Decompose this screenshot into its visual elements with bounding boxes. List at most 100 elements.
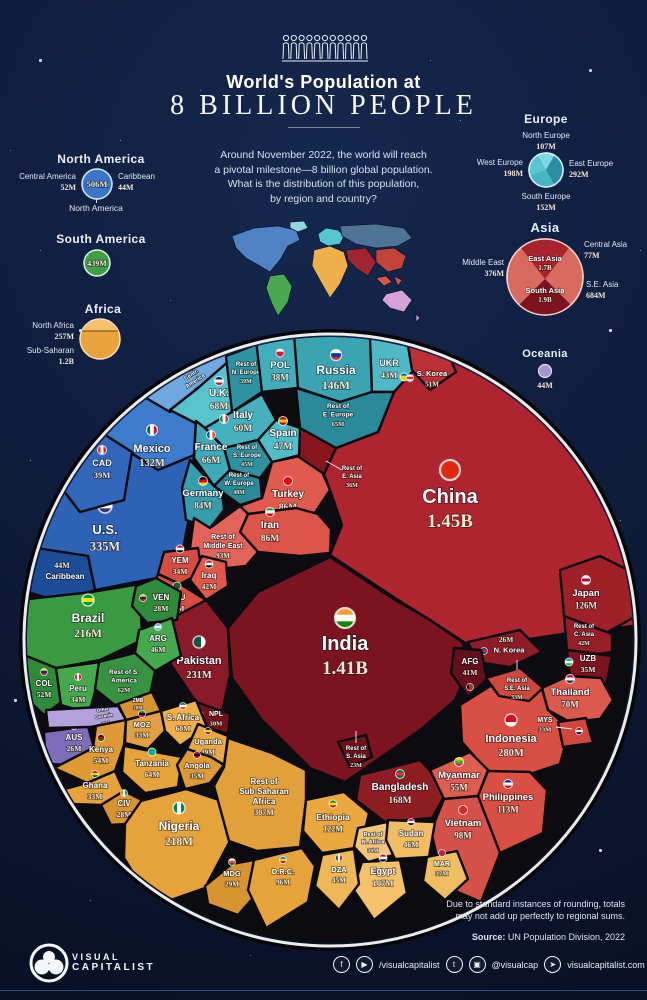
cell-value: 28M: [117, 810, 132, 819]
cell-label: Angola: [184, 761, 210, 770]
flag-icon: [219, 414, 229, 424]
legend-label: Sub-Saharan: [26, 346, 74, 355]
flag-icon: [407, 818, 415, 826]
flag-icon: [275, 348, 285, 358]
legend-label: South Europe: [521, 192, 571, 201]
cell-label: N. Europe: [232, 370, 261, 376]
cell-label: Philippines: [483, 792, 534, 803]
cell-rest_e_europe: Rest of E. Europe 65M: [294, 386, 396, 450]
cell-peru: Peru 34M: [54, 660, 102, 715]
flag-icon: [198, 476, 208, 486]
social-handle[interactable]: /visualcapitalist: [379, 959, 440, 970]
flag-icon: [145, 423, 159, 437]
cell-label: E. Asia: [342, 474, 362, 480]
cell-label: Uganda: [194, 737, 222, 746]
cell-value: 86M: [261, 534, 280, 544]
rounding-note: may not add up perfectly to regional sum…: [455, 911, 625, 921]
cell-value: 65M: [332, 421, 345, 428]
cell-label: Rest of: [250, 777, 277, 786]
cell-uganda: Uganda 49M: [185, 722, 230, 767]
cell-value: 107M: [373, 878, 394, 888]
cell-nigeria: Nigeria 218M: [122, 787, 232, 908]
cell-label: Iraq: [202, 571, 217, 580]
cell-value: 46M: [404, 840, 419, 849]
flag-icon: [40, 668, 48, 676]
flag-icon: [81, 593, 95, 607]
flag-icon: [438, 458, 462, 482]
cell-value: 113M: [497, 804, 519, 814]
cell-value: 122M: [323, 824, 343, 833]
cell-label: Turkey: [272, 489, 304, 500]
flag-icon: [147, 747, 157, 757]
cell-value: 60M: [176, 724, 191, 733]
cell-value: 42M: [578, 641, 590, 647]
cell-iraq: Iraq 42M: [188, 554, 230, 602]
cell-value: 34M: [71, 695, 86, 704]
instagram-icon[interactable]: ▣: [468, 956, 486, 973]
cell-label: AUS: [66, 733, 84, 742]
website-link[interactable]: visualcapitalist.com: [567, 959, 645, 970]
cell-value: 26M: [499, 635, 514, 644]
cell-value: 307M: [254, 808, 274, 817]
cell-label: Kenya: [89, 745, 114, 754]
cell-value: 70M: [561, 699, 579, 709]
cell-label: Ghana: [83, 781, 108, 790]
legend-label: Central America: [19, 172, 76, 181]
cell-label: Russia: [316, 363, 356, 377]
cell-label: France: [195, 442, 228, 453]
intro-line: What is the distribution of this populat…: [227, 178, 420, 190]
cursor-icon[interactable]: ➤: [544, 956, 562, 973]
flag-icon: [333, 606, 357, 630]
cell-value: 35M: [190, 772, 204, 780]
cell-value: 93M: [216, 552, 230, 560]
flag-icon: [504, 713, 518, 727]
flag-icon: [97, 734, 105, 742]
legend-value: 52M: [60, 182, 76, 192]
flag-icon: [228, 858, 236, 866]
cell-rest_se_asia: Rest of S.E. Asia 33M: [484, 666, 545, 703]
cell-egypt: Egypt 107M: [351, 853, 409, 922]
social-handle[interactable]: @visualcap: [491, 959, 539, 970]
flag-icon: [581, 575, 591, 585]
cell-value: 132M: [139, 458, 165, 469]
cell-label: Middle-East: [203, 543, 243, 550]
legend-value: 198M: [503, 168, 523, 178]
cell-label: Egypt: [370, 866, 395, 876]
cell-label: Rest of S.: [109, 669, 139, 676]
cell-label: CIV: [117, 799, 131, 808]
cell-value: 280M: [498, 748, 524, 759]
cell-label: Rest of: [574, 624, 595, 630]
cell-value: 60M: [234, 424, 253, 434]
flag-icon: [172, 801, 186, 815]
cell-label: Thailand: [550, 687, 589, 698]
cell-value: 29M: [225, 880, 239, 888]
twitter-icon[interactable]: t: [445, 956, 463, 973]
cell-label: U.S.: [92, 522, 117, 537]
cell-label: Vietnam: [445, 818, 482, 829]
flag-icon: [278, 416, 288, 426]
cell-rest_w_europe: Rest of W. Europe 48M: [212, 468, 264, 507]
cell-label: Peru: [69, 684, 87, 693]
cell-value: 36M: [346, 483, 358, 489]
flag-icon: [458, 805, 468, 815]
cell-value: 52M: [37, 690, 52, 699]
cell-italy: Italy 60M: [203, 392, 278, 450]
legend-circle-africa: [79, 318, 121, 360]
legend-label: Middle East: [462, 258, 504, 267]
legend-circle-oceania: [537, 363, 553, 379]
cell-france: France 66M: [192, 419, 232, 488]
cell-dza: DZA 45M: [313, 847, 361, 912]
svg-text:439M: 439M: [87, 259, 107, 268]
youtube-icon[interactable]: ▶: [356, 956, 373, 973]
cell-col: COL 52M: [27, 653, 66, 717]
cell-arg: ARG 46M: [133, 616, 183, 673]
cell-label: UKR: [379, 358, 399, 368]
facebook-icon[interactable]: f: [333, 956, 350, 973]
cell-label: POL: [270, 360, 290, 371]
legend-circle-asia: East Asia 1.7B South Asia 1.9B: [506, 238, 584, 316]
flag-icon: [329, 348, 343, 362]
logo-text: VISUAL: [72, 952, 121, 962]
